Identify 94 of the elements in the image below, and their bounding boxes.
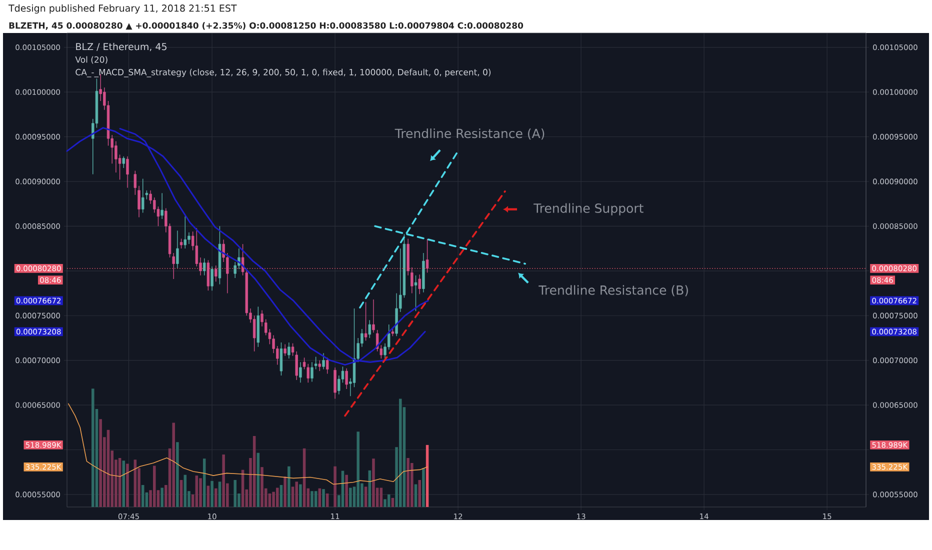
bar (222, 454, 225, 507)
candlestick (284, 344, 286, 356)
candlestick (114, 140, 118, 173)
bar (399, 398, 402, 507)
chart-subtitle: BLZETH, 45 0.00080280 ▲ +0.00001840 (+2.35%) O:0.00081250 H:0.00083580 L:0.00079804 C:0.00080280 (9, 22, 524, 30)
candlestick (310, 362, 314, 382)
bar (318, 488, 322, 507)
candlestick (322, 352, 325, 370)
bar (272, 492, 275, 507)
candlestick (368, 320, 371, 338)
candlestick (134, 170, 137, 196)
candlestick (195, 228, 198, 267)
bar (210, 480, 214, 507)
bar (126, 464, 129, 507)
candlestick (364, 302, 368, 342)
bar (180, 480, 183, 507)
bar (334, 466, 336, 507)
bar (214, 488, 218, 507)
candlestick (288, 342, 290, 359)
candlestick (306, 364, 310, 384)
candlestick (142, 178, 144, 214)
bar (406, 458, 410, 507)
bar (206, 486, 210, 507)
bar (322, 489, 325, 507)
bar (234, 480, 236, 507)
bar (99, 419, 102, 507)
candlestick (326, 357, 329, 374)
bar (387, 494, 390, 507)
candlestick (206, 260, 210, 291)
bar (349, 488, 352, 507)
candlestick (334, 367, 336, 400)
candlestick (302, 357, 306, 370)
candlestick (291, 342, 294, 356)
candlestick (210, 266, 214, 291)
bar (276, 488, 279, 507)
bar (172, 422, 175, 507)
candlestick (126, 156, 129, 188)
bar (218, 482, 222, 507)
candlestick (122, 156, 125, 168)
candlestick (299, 362, 302, 384)
bar (160, 488, 164, 507)
bar (418, 480, 421, 507)
candlestick (418, 274, 421, 294)
bar (288, 466, 290, 507)
candlestick (345, 368, 348, 390)
bar (153, 466, 156, 507)
candlestick (138, 186, 140, 218)
bar (284, 476, 286, 507)
candlestick (184, 216, 186, 249)
candlestick (295, 351, 298, 380)
bar (199, 478, 202, 507)
candlestick (280, 342, 283, 376)
bar (92, 388, 94, 507)
annotation: BLZ / Ethereum, 45 (76, 42, 166, 52)
candlestick (414, 275, 418, 312)
annotation: Vol (20) (75, 56, 108, 64)
annotation: Trendline Resistance (B) (538, 285, 688, 296)
bar (356, 432, 360, 507)
candlestick (410, 266, 414, 294)
candlestick (176, 230, 179, 269)
bar (414, 484, 418, 507)
candlestick (314, 356, 318, 370)
annotation: Trendline Support (534, 203, 644, 216)
candlestick (172, 252, 175, 280)
bar (310, 491, 314, 507)
candlestick (264, 318, 268, 336)
bar (326, 493, 329, 507)
bar (195, 476, 198, 507)
bar (364, 486, 368, 507)
candlestick (203, 258, 206, 276)
candlestick (180, 238, 183, 249)
annotation: CA_-_MACD_SMA_strategy (close, 12, 26, 9, 200, 50, 1, 0, fixed, 1, 100000, Default, 0, percent, 0) (76, 68, 491, 78)
bar (299, 484, 302, 507)
annotation: Trendline Resistance (A) (394, 128, 544, 140)
candlestick (372, 299, 375, 333)
bar (422, 468, 425, 507)
bar (141, 485, 144, 507)
candlestick (252, 315, 256, 352)
bar (280, 485, 283, 507)
bar (176, 442, 179, 507)
candlestick (260, 310, 264, 327)
candlestick (188, 232, 190, 244)
bar (260, 467, 264, 507)
bar (314, 491, 318, 507)
candlestick (153, 197, 156, 214)
bar (345, 474, 348, 507)
candlestick (214, 265, 218, 282)
candlestick (318, 360, 322, 372)
bar (372, 458, 375, 507)
candlestick (160, 192, 164, 220)
chart-title: Tdesign published February 11, 2018 21:51 EST (8, 4, 237, 14)
candlestick (426, 238, 429, 273)
bar (184, 474, 187, 507)
bar (295, 482, 298, 507)
